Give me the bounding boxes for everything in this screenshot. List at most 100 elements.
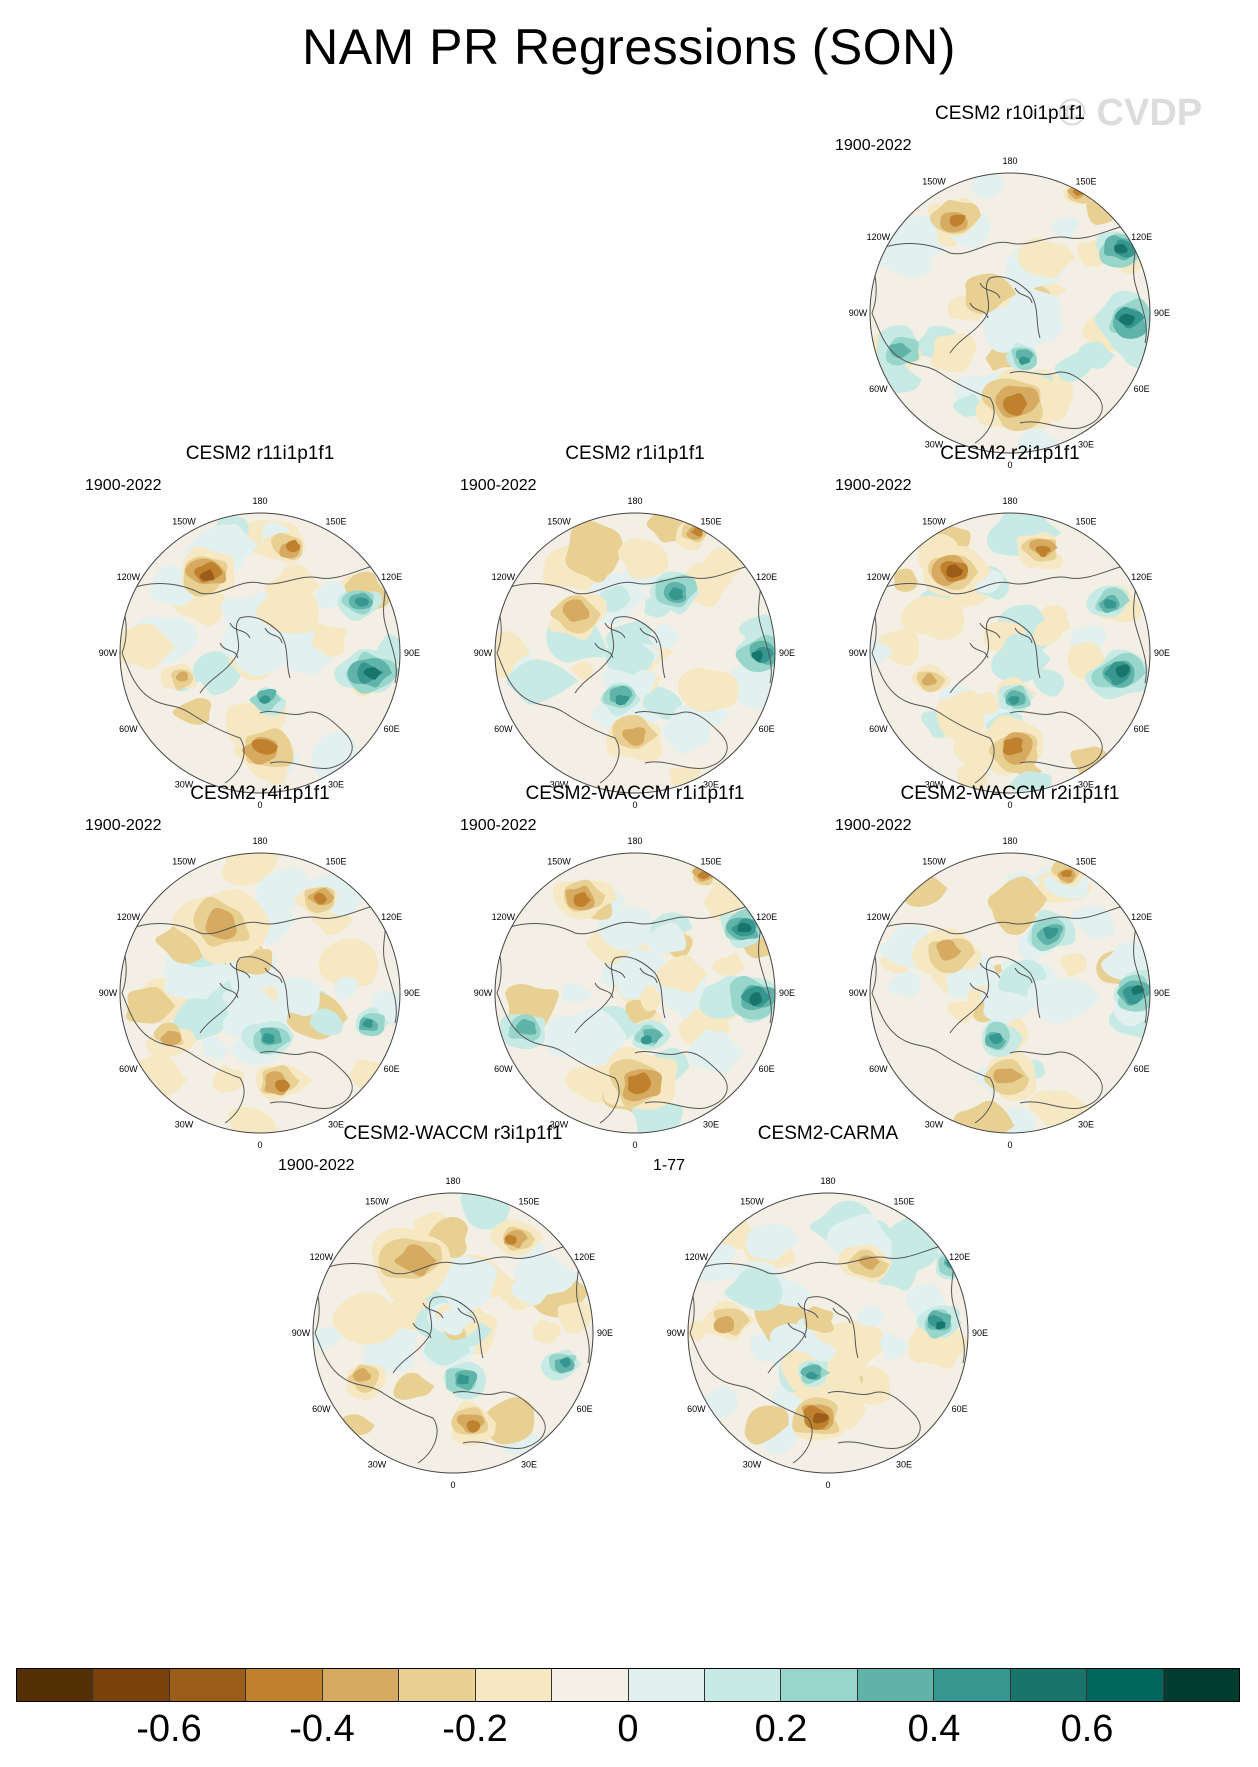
map-border [494, 852, 776, 1134]
colorbar-swatch [1163, 1669, 1239, 1701]
dry-anomaly [313, 892, 328, 905]
longitude-label: 60E [952, 1404, 968, 1414]
longitude-label: 90W [99, 648, 118, 658]
longitude-label: 30W [175, 1120, 194, 1130]
field-patch [570, 660, 593, 681]
wet-anomaly [1043, 927, 1059, 940]
coastline [634, 1051, 728, 1109]
map-border [312, 1192, 594, 1474]
coastline [412, 1302, 476, 1339]
panel-title: CESM2-WACCM r1i1p1f1 [525, 783, 745, 804]
longitude-label: 60W [119, 1064, 138, 1074]
longitude-label: 120E [1131, 232, 1152, 242]
coastline [313, 1272, 438, 1464]
longitude-label: 30E [703, 780, 719, 790]
dry-anomaly [205, 907, 237, 940]
field-patch [256, 588, 319, 634]
longitude-label: 60W [869, 1064, 888, 1074]
polar-map: 180 150E 120E 90E 60E 30E 0 30W 60W 90W 120W 150W [667, 1176, 988, 1490]
longitude-label: 60W [869, 724, 888, 734]
field-patch [947, 1000, 975, 1024]
panel-title: CESM2-WACCM r3i1p1f1 [343, 1123, 563, 1144]
longitude-label: 180 [1002, 496, 1017, 506]
coastline [787, 1302, 851, 1339]
field-patch [580, 559, 608, 583]
longitude-label: 60W [869, 384, 888, 394]
field-patch [483, 1397, 535, 1445]
colorbar-swatch [1087, 1669, 1164, 1701]
longitude-label: 150W [922, 176, 946, 186]
dry-anomaly [936, 939, 962, 961]
field-patch [728, 661, 775, 709]
panel-period: 1900-2022 [835, 477, 912, 494]
field-patch [744, 1405, 789, 1445]
longitude-label: 30E [1078, 1120, 1094, 1130]
field-patch [887, 971, 921, 998]
panel-period: 1900-2022 [85, 817, 162, 834]
wet-anomaly [615, 694, 630, 706]
longitude-label: 150E [893, 1196, 914, 1206]
colorbar-swatch [246, 1669, 323, 1701]
longitude-label: 150E [325, 856, 346, 866]
dry-anomaly [949, 214, 966, 227]
colorbar-swatch [857, 1669, 935, 1701]
longitude-label: 180 [1002, 156, 1017, 166]
wet-anomaly [935, 1321, 946, 1330]
wet-anomaly [362, 1019, 374, 1028]
coastline [870, 592, 995, 784]
field-patch [639, 990, 662, 1012]
longitude-label: 120E [1131, 572, 1152, 582]
longitude-label: 180 [820, 1176, 835, 1186]
field-patch [646, 922, 686, 955]
field-patch [900, 595, 964, 640]
longitude-label: 30W [368, 1460, 387, 1470]
field-patch [1017, 426, 1060, 453]
field-patch [642, 686, 683, 720]
longitude-label: 30W [925, 440, 944, 450]
coastline [120, 932, 245, 1124]
coastline [634, 711, 728, 769]
dry-anomaly [251, 739, 278, 755]
longitude-label: 150E [700, 856, 721, 866]
field-patch [688, 1320, 706, 1342]
field-patch [724, 1267, 784, 1311]
field-patch [562, 983, 594, 1003]
field-patch [971, 173, 1005, 199]
coastline [392, 1296, 484, 1374]
field-patch [656, 955, 708, 993]
longitude-label: 0 [257, 800, 262, 810]
wet-anomaly [668, 587, 684, 601]
longitude-label: 30E [328, 1120, 344, 1130]
longitude-label: 120E [381, 572, 402, 582]
longitude-label: 120W [492, 572, 516, 582]
longitude-label: 60W [687, 1404, 706, 1414]
panel-title: CESM2 r4i1p1f1 [190, 783, 330, 804]
longitude-label: 90E [404, 988, 420, 998]
polar-map: 180 150E 120E 90E 60E 30E 0 30W 60W 90W 120W 150W [849, 836, 1170, 1150]
field-patch [172, 697, 212, 725]
map-panel: CESM2 r10i1p1f1 1900-2022 180 150E 120E 90E 60… [825, 103, 1195, 473]
polar-map: 180 150E 120E 90E 60E 30E 0 30W 60W 90W 120W 150W [474, 836, 795, 1150]
dry-anomaly [394, 1244, 437, 1277]
field-patch [894, 568, 918, 592]
field-patch [930, 333, 976, 373]
longitude-label: 90E [779, 988, 795, 998]
panel-period: 1900-2022 [85, 477, 162, 494]
longitude-label: 60E [1134, 384, 1150, 394]
longitude-label: 90E [1154, 648, 1170, 658]
longitude-label: 0 [450, 1480, 455, 1490]
colorbar-tick-label: 0.2 [754, 1708, 808, 1750]
dry-anomaly [622, 727, 646, 746]
coastline [969, 282, 1033, 319]
longitude-label: 30W [743, 1460, 762, 1470]
longitude-label: 120E [574, 1252, 595, 1262]
dry-anomaly [466, 1420, 481, 1433]
longitude-label: 0 [1007, 1140, 1012, 1150]
polar-map: 180 150E 120E 90E 60E 30E 0 30W 60W 90W 120W 150W [99, 836, 420, 1150]
field-patch [310, 1008, 343, 1036]
wet-anomaly [1118, 313, 1135, 326]
field-patch [1059, 953, 1087, 977]
field-patch [712, 952, 746, 977]
longitude-label: 150E [518, 1196, 539, 1206]
dry-anomaly [627, 1072, 652, 1095]
